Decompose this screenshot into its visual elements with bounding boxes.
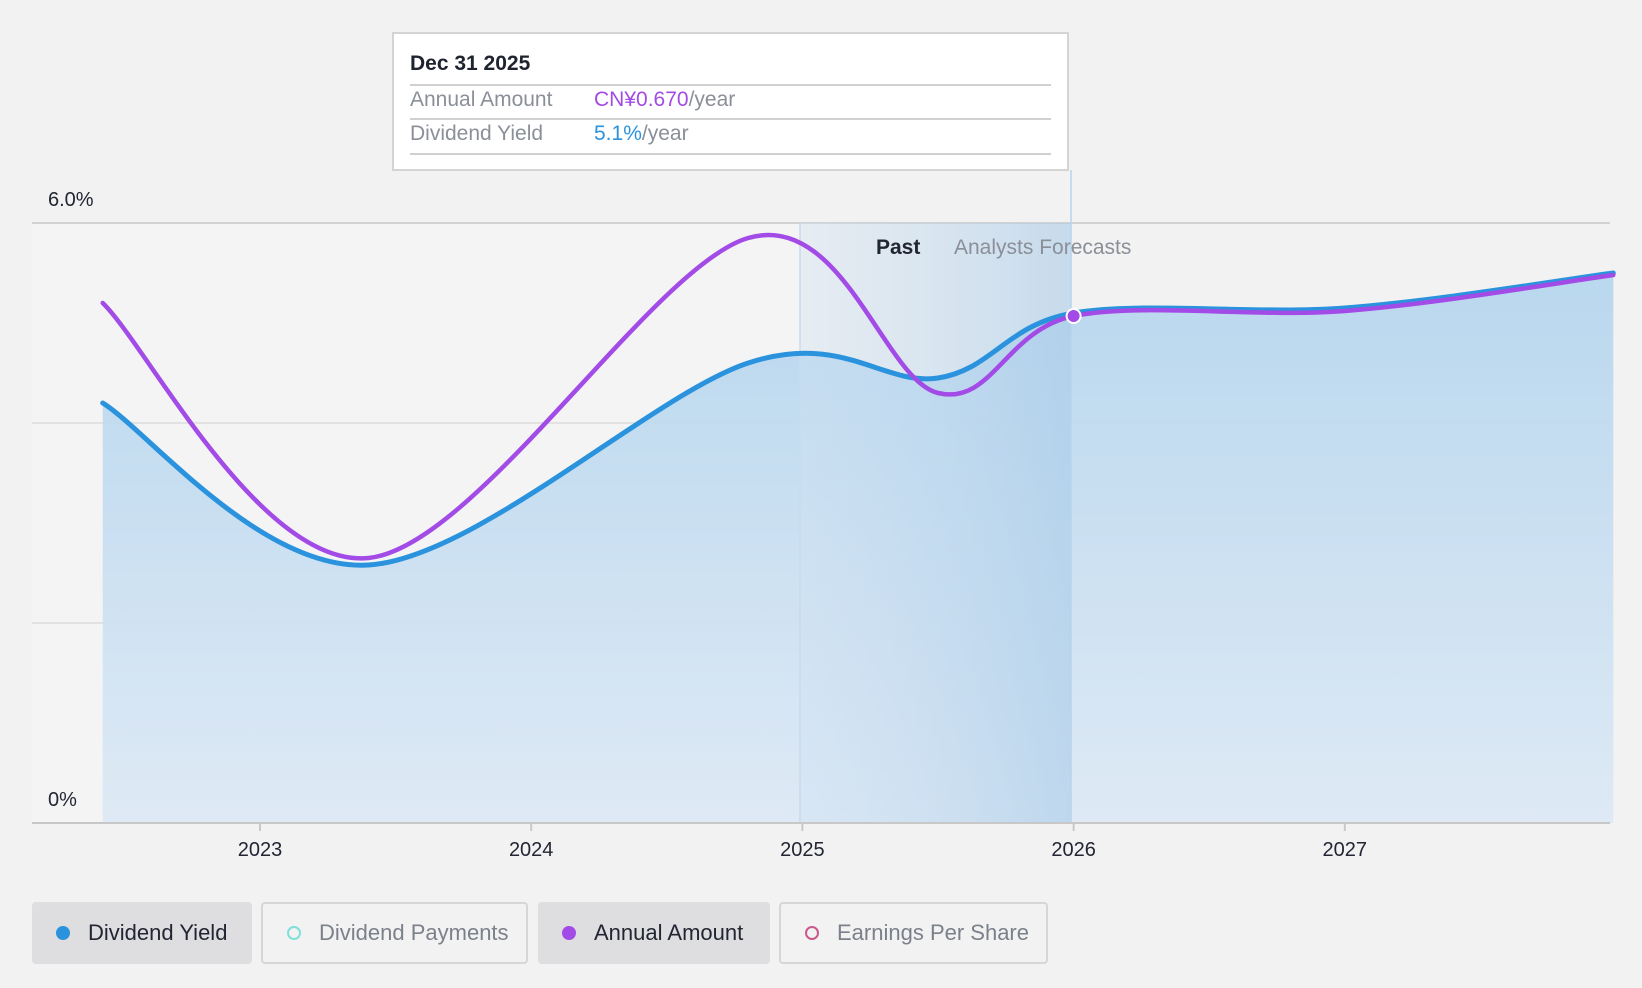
- tooltip-divider: [410, 84, 1051, 86]
- tooltip-divider: [410, 153, 1051, 155]
- tooltip-dividend-yield-label: Dividend Yield: [410, 122, 544, 145]
- x-tick-label: 2023: [238, 839, 283, 861]
- legend-ring-icon: [805, 926, 819, 940]
- x-axis-ticks: 2023 2024 2025 2026 2027: [238, 823, 1367, 861]
- legend-dot-icon: [56, 926, 70, 940]
- x-tick-label: 2026: [1051, 839, 1096, 861]
- annual-amount-line: [100, 232, 1616, 561]
- legend-earnings-per-share-button[interactable]: Earnings Per Share: [779, 902, 1048, 964]
- tooltip-annual-amount-value: CN¥0.670: [594, 88, 689, 111]
- legend-label: Earnings Per Share: [837, 920, 1029, 945]
- tooltip-dividend-yield-row: Dividend Yield 5.1%/year: [410, 122, 689, 146]
- past-region-band: [800, 223, 1071, 823]
- legend-label: Dividend Yield: [88, 920, 228, 945]
- x-tick-label: 2025: [780, 839, 825, 861]
- tooltip-date: Dec 31 2025: [410, 52, 531, 75]
- forecast-region-label: Analysts Forecasts: [954, 236, 1131, 259]
- legend-ring-icon: [287, 926, 301, 940]
- legend-label: Dividend Payments: [319, 920, 509, 945]
- tooltip-annual-amount-row: Annual Amount CN¥0.670/year: [410, 88, 735, 112]
- hover-point-marker: [1065, 308, 1082, 324]
- past-region-label: Past: [876, 236, 920, 259]
- legend-dividend-payments-button[interactable]: Dividend Payments: [261, 902, 528, 964]
- tooltip-annual-amount-unit: /year: [688, 88, 736, 111]
- legend-annual-amount-button[interactable]: Annual Amount: [538, 902, 770, 964]
- tooltip-annual-amount-label: Annual Amount: [410, 88, 553, 111]
- legend-dot-icon: [562, 926, 576, 940]
- y-tick-bottom: 0%: [48, 789, 77, 811]
- tooltip-dividend-yield-unit: /year: [641, 122, 689, 145]
- x-tick-label: 2027: [1323, 839, 1368, 861]
- dividend-yield-line: [100, 270, 1616, 568]
- tooltip-divider: [410, 118, 1051, 120]
- y-tick-top: 6.0%: [48, 189, 94, 211]
- x-tick-label: 2024: [509, 839, 554, 861]
- legend-label: Annual Amount: [594, 920, 744, 945]
- legend-dividend-yield-button[interactable]: Dividend Yield: [32, 902, 252, 964]
- tooltip-dividend-yield-value: 5.1%: [594, 122, 642, 145]
- hover-tooltip: Dec 31 2025 Annual Amount CN¥0.670/year D…: [392, 32, 1069, 171]
